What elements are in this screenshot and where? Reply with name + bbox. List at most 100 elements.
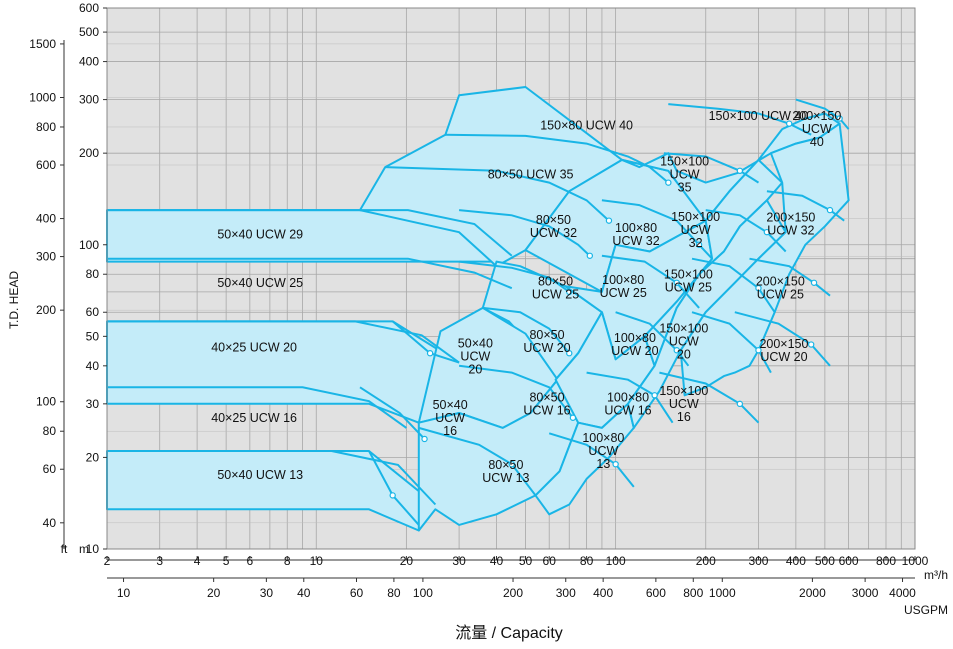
x-tick-label-usgpm: 20 [207,586,221,600]
curve-marker [695,241,703,248]
label-80-50-ucw-25: 80×50 UCW 25 [532,275,579,302]
curve-marker [426,350,434,357]
label-line: 100×80 [607,390,649,404]
x-tick-label-m3h: 800 [876,554,896,568]
label-40-25-ucw-16: 40×25 UCW 16 [211,411,297,425]
curve-marker [785,120,793,127]
label-line: 150×100 [659,384,708,398]
curve-marker [736,400,744,408]
label-line: 50×40 UCW 13 [217,468,303,482]
x-tick-label-m3h: 3 [156,554,163,568]
label-line: 150×100 [664,268,713,282]
label-line: 40×25 UCW 16 [211,411,297,425]
curve-50-40-ucw-29 [107,209,513,257]
label-line: UCW 25 [600,286,647,300]
label-line: UCW [670,168,700,182]
curve-marker [673,279,680,286]
curve-150x100-25 [691,257,776,313]
x-tick-label-m3h: 5 [223,554,230,568]
curve-150x100-16 [659,371,760,424]
y-tick-label-m: 400 [79,55,99,69]
x-tick-label-usgpm: 40 [297,586,311,600]
label-line: 150×100 [671,210,720,224]
label-150-80-ucw-40: 150×80 UCW 40 [540,118,633,132]
curve-marker [836,115,843,122]
curve-marker [651,392,658,399]
label-line: 50×40 [433,398,468,412]
label-80-50-ucw-20: 80×50 UCW 20 [523,328,570,355]
curve-150x100-20 [691,311,772,374]
y-tick-label-m: 20 [86,450,100,464]
x-tick-label-m3h: 80 [580,554,594,568]
x-tick-label-m3h: 40 [490,554,504,568]
label-line: 150×100 [659,322,708,336]
label-100-80-ucw-32: 100×80 UCW 32 [612,221,659,248]
label-100-80-ucw-20: 100×80 UCW 20 [611,331,658,358]
x-tick-label-usgpm: 100 [413,586,433,600]
y-tick-label-ft: 80 [43,424,57,438]
label-line: UCW [669,335,699,349]
label-line: UCW 25 [665,281,712,295]
head-curves [107,98,850,526]
curve-marker [763,228,771,236]
label-line: 200×150 [792,109,841,123]
x-axis-title: 流量 / Capacity [455,624,563,642]
label-line: 40×25 UCW 20 [211,340,297,354]
y-tick-label-m: 80 [86,267,100,281]
label-80-50-ucw-35: 80×50 UCW 35 [488,168,574,182]
x-tick-label-usgpm: 2000 [799,586,826,600]
y-unit-ft: ft [61,542,68,556]
curve-100x80-20 [615,311,690,367]
curve-marker [508,460,516,468]
curve-marker [665,179,672,186]
label-line: 150×100 UCW 40 [709,109,809,123]
y-tick-label-m: 600 [79,1,99,15]
label-80-50-ucw-32: 80×50 UCW 32 [530,213,577,240]
curve-50-40-ucw-25 [107,257,513,290]
curve-80x50-32 [459,209,591,257]
curve-150x100-32 [705,209,787,253]
x-tick-label-m3h: 8 [284,554,291,568]
curve-80x50-35 [385,166,610,222]
label-80-50-ucw-13: 80×50 UCW 13 [482,458,529,485]
curve-100x80-25 [601,254,700,309]
region-200x150 [679,122,850,397]
curve-80x50-20 [482,306,571,354]
label-line: 200×150 [766,211,815,225]
label-50-40-ucw-25: 50×40 UCW 25 [217,276,303,290]
curve-marker [566,288,573,296]
label-line: 40 [810,135,824,149]
curve-100x80-13 [548,432,635,488]
label-line: UCW 20 [760,350,807,364]
label-200-150-ucw-25: 200×150 UCW 25 [756,275,805,302]
curve-200x150-20 [734,311,831,367]
label-line: 150×100 [660,155,709,169]
label-line: UCW [681,223,711,237]
x-tick-label-usgpm: 400 [593,586,613,600]
label-line: 150×80 UCW 40 [540,118,633,132]
label-50-40-ucw-29: 50×40 UCW 29 [217,228,303,242]
curve-marker [586,252,594,259]
x-unit-m3h: m³/h [924,568,948,582]
curve-marker [826,206,834,214]
axes: 10 20 30 40 50 60 80 100 200 300 400 500 600 40 60 80 10… [29,1,948,617]
x-tick-label-usgpm: 3000 [852,586,879,600]
label-line: 32 [689,236,703,250]
curve-marker [389,492,396,499]
label-100-80-ucw-25: 100×80 UCW 25 [600,273,647,300]
label-150-100-ucw-40: 150×100 UCW 40 [709,109,809,123]
label-line: 80×50 [529,328,564,342]
y-tick-label-ft: 100 [36,395,56,409]
y-tick-label-m: 10 [86,542,100,556]
y-tick-label-m: 200 [79,146,99,160]
x-tick-label-usgpm: 300 [556,586,576,600]
label-150-100-ucw-20: 150×100 UCW 20 [659,322,708,362]
label-line: UCW 16 [604,403,651,417]
label-line: 80×50 UCW 35 [488,168,574,182]
label-line: 13 [596,457,610,471]
x-tick-label-m3h: 1000 [902,554,929,568]
label-line: 100×80 [582,431,624,445]
y-tick-label-m: 40 [86,359,100,373]
regions [106,86,850,532]
